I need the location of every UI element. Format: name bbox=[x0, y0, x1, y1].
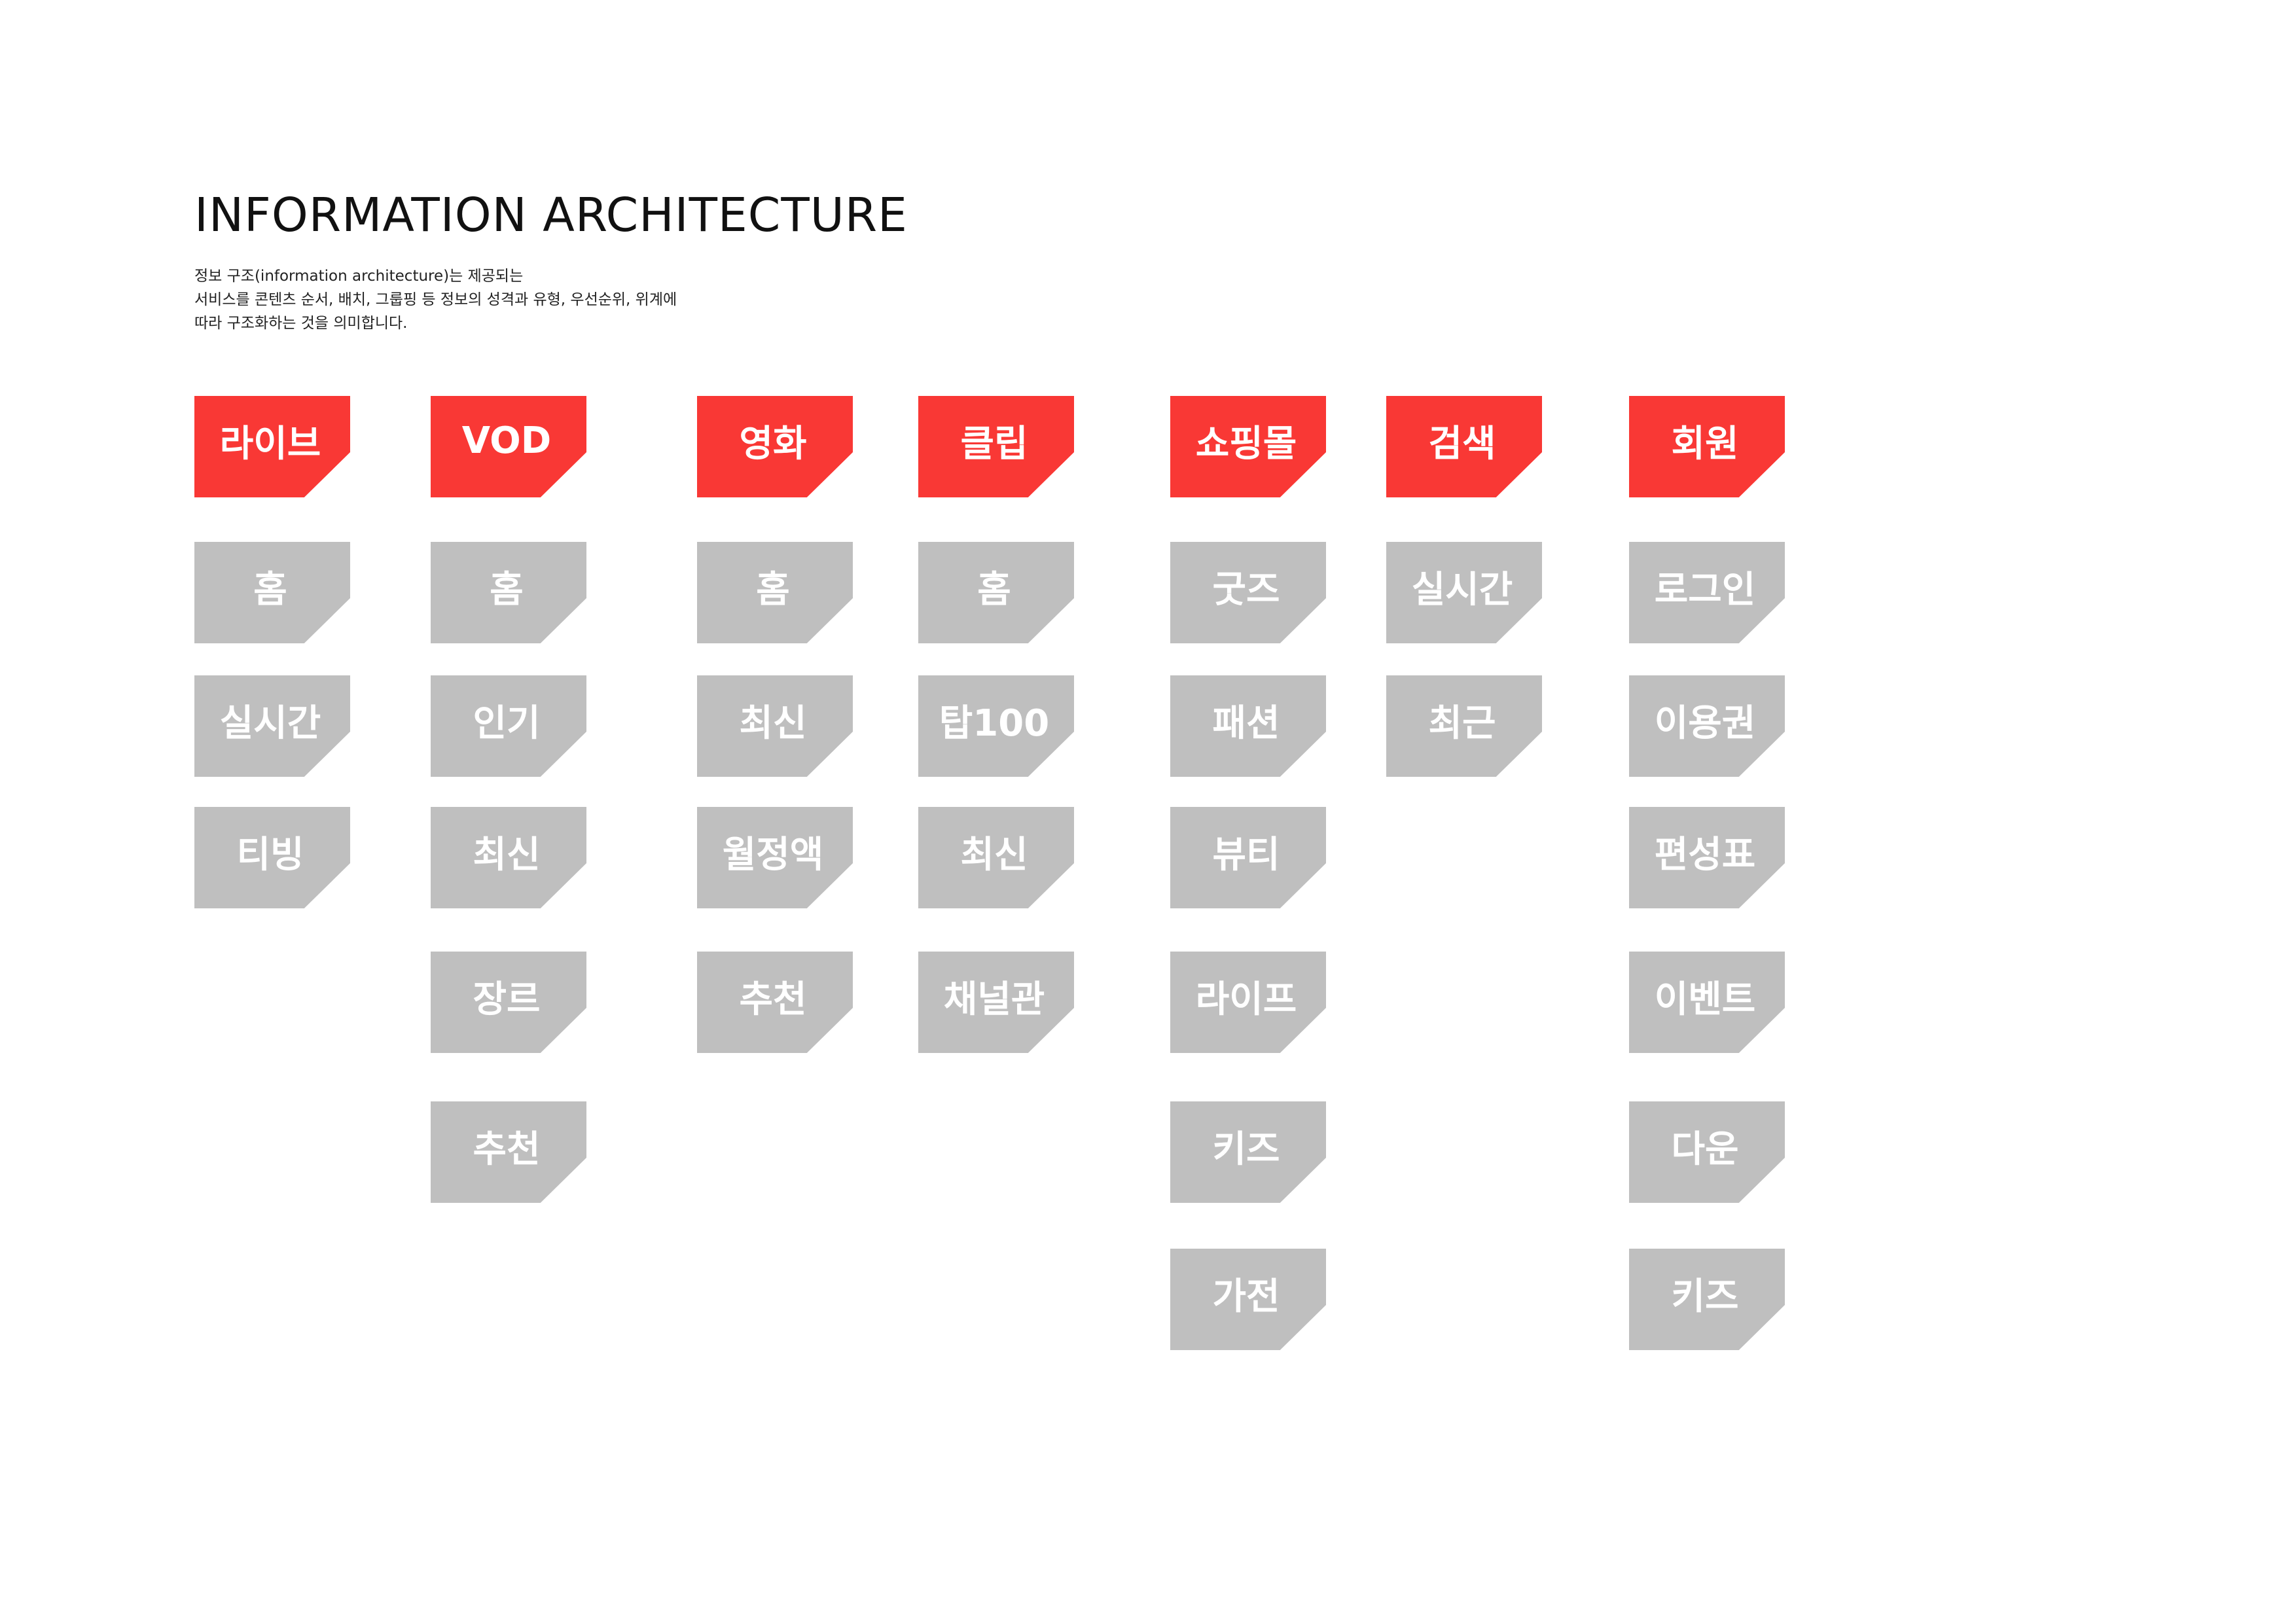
ia-item-node: 이벤트 bbox=[1629, 952, 1785, 1053]
ia-item-node: 최근 bbox=[1386, 675, 1542, 777]
ia-item-node: 티빙 bbox=[194, 807, 350, 908]
ia-item-node: 채널관 bbox=[918, 952, 1074, 1053]
ia-item-node: 최신 bbox=[697, 675, 853, 777]
ia-item-node: 월정액 bbox=[697, 807, 853, 908]
ia-item-node: 탑100 bbox=[918, 675, 1074, 777]
ia-item-node: 홈 bbox=[918, 542, 1074, 643]
ia-item-node: 추천 bbox=[697, 952, 853, 1053]
ia-item-node: 인기 bbox=[431, 675, 586, 777]
ia-category-node: 라이브 bbox=[194, 396, 350, 497]
ia-item-node: 패션 bbox=[1170, 675, 1326, 777]
ia-item-node: 굿즈 bbox=[1170, 542, 1326, 643]
ia-item-node: 뷰티 bbox=[1170, 807, 1326, 908]
ia-category-node: 회원 bbox=[1629, 396, 1785, 497]
ia-item-node: 실시간 bbox=[194, 675, 350, 777]
ia-category-node: 검색 bbox=[1386, 396, 1542, 497]
description-line: 서비스를 콘텐츠 순서, 배치, 그룹핑 등 정보의 성격과 유형, 우선순위,… bbox=[194, 291, 677, 308]
page-description: 정보 구조(information architecture)는 제공되는 서비… bbox=[194, 264, 677, 335]
ia-category-node: VOD bbox=[431, 396, 586, 497]
ia-item-node: 최신 bbox=[918, 807, 1074, 908]
ia-category-node: 클립 bbox=[918, 396, 1074, 497]
ia-category-node: 쇼핑몰 bbox=[1170, 396, 1326, 497]
ia-item-node: 홈 bbox=[194, 542, 350, 643]
description-line: 따라 구조화하는 것을 의미합니다. bbox=[194, 315, 408, 332]
ia-item-node: 키즈 bbox=[1629, 1249, 1785, 1350]
page-title: INFORMATION ARCHITECTURE bbox=[194, 188, 908, 242]
ia-item-node: 최신 bbox=[431, 807, 586, 908]
ia-item-node: 편성표 bbox=[1629, 807, 1785, 908]
ia-item-node: 장르 bbox=[431, 952, 586, 1053]
ia-category-node: 영화 bbox=[697, 396, 853, 497]
ia-item-node: 로그인 bbox=[1629, 542, 1785, 643]
ia-item-node: 추천 bbox=[431, 1101, 586, 1203]
description-line: 정보 구조(information architecture)는 제공되는 bbox=[194, 268, 524, 285]
ia-item-node: 가전 bbox=[1170, 1249, 1326, 1350]
ia-item-node: 라이프 bbox=[1170, 952, 1326, 1053]
ia-item-node: 실시간 bbox=[1386, 542, 1542, 643]
ia-item-node: 이용권 bbox=[1629, 675, 1785, 777]
ia-item-node: 홈 bbox=[697, 542, 853, 643]
ia-item-node: 키즈 bbox=[1170, 1101, 1326, 1203]
ia-item-node: 다운 bbox=[1629, 1101, 1785, 1203]
ia-item-node: 홈 bbox=[431, 542, 586, 643]
